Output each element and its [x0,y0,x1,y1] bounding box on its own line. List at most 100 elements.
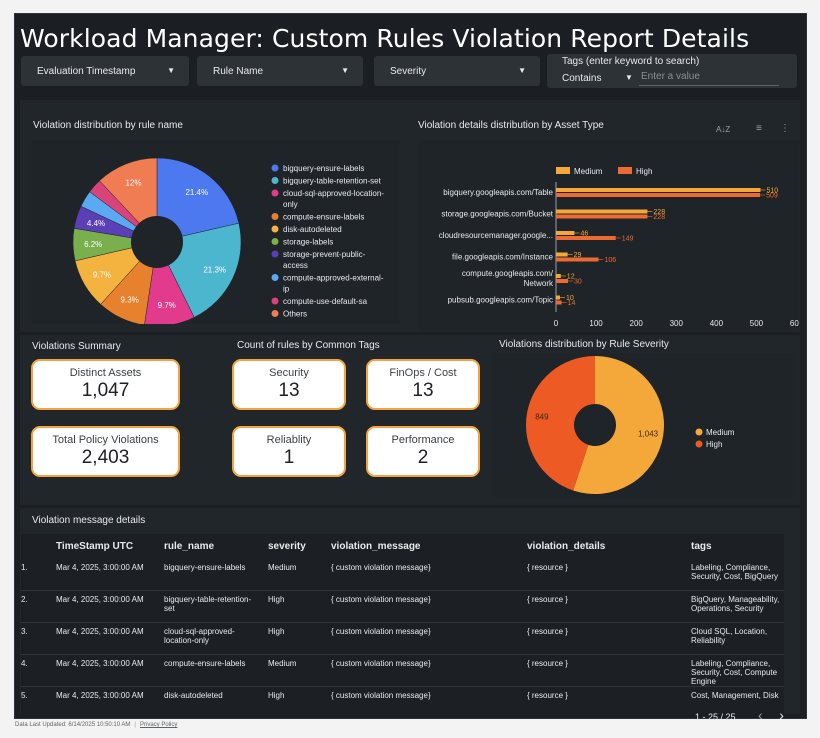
legend-label: compute-use-default-sa [283,297,368,306]
bar-high[interactable] [556,257,599,262]
footer: Data Last Updated: 6/14/2025 10:50:10 AM… [15,722,177,728]
cell-violation-message: { custom violation message} [331,686,527,719]
bar-high[interactable] [556,279,569,283]
legend-swatch [695,428,703,436]
tags-search-input[interactable] [639,68,779,86]
footer-separator: | [134,722,136,728]
col-header-violation-message[interactable]: violation_message [331,541,421,552]
bar-high[interactable] [556,300,562,305]
cell-timestamp: Mar 4, 2025, 3:00:00 AM [56,590,164,623]
cell-tags: Cost, Management, Disk [691,686,784,719]
bar-medium[interactable] [556,295,561,300]
cell-timestamp: Mar 4, 2025, 3:00:00 AM [56,622,164,655]
bar-medium[interactable] [556,231,575,235]
cell-rule-name: bigquery-table-retention-set [164,590,268,623]
cell-timestamp-text: Mar 4, 2025, 3:00:00 AM [56,563,144,572]
cell-violation-details: { resource } [527,622,691,655]
chevron-down-icon[interactable]: ▼ [625,73,633,82]
cell-index-text: 5. [21,691,28,700]
cell-violation-details-text: { resource } [527,627,568,636]
severity-filter[interactable]: Severity ▼ [374,56,540,86]
table-row[interactable]: 5. Mar 4, 2025, 3:00:00 AM disk-autodelete… [21,686,784,719]
pie-slice-label: 21.3% [203,265,226,274]
table-row[interactable]: 3. Mar 4, 2025, 3:00:00 AM cloud-sql-appro… [21,622,784,655]
cell-violation-message: { custom violation message} [331,622,527,655]
filter-label: Severity [390,66,427,77]
legend-label: compute-approved-external- [283,274,384,283]
cell-index-text: 4. [21,659,28,668]
cell-violation-details-text: { resource } [527,691,568,700]
kpi-total-violations: Total Policy Violations 2,403 [31,426,180,477]
legend-swatch [695,440,703,448]
privacy-policy-link[interactable]: Privacy Policy [139,722,178,728]
col-header-violation-details[interactable]: violation_details [527,541,606,552]
bar-high[interactable] [556,214,648,219]
cell-rule-name-text: compute-ensure-labels [164,659,246,668]
col-header-rule-name[interactable]: rule_name [164,541,215,552]
bar-medium[interactable] [556,209,648,214]
cell-severity: High [268,622,331,655]
table-title: Violation message details [32,515,146,526]
sort-icon[interactable]: A↓Z [716,125,731,134]
legend-label: Medium [706,428,735,437]
bar-value-label: 228 [653,209,665,216]
pie-chart-title: Violation distribution by rule name [33,120,183,131]
bar-value-label: 510 [766,188,778,195]
kpi-label: Security [269,367,309,379]
more-options-icon[interactable]: ⋮ [780,123,790,134]
bar-medium[interactable] [556,252,568,257]
cell-severity-text: Medium [268,563,297,572]
x-tick-label: 300 [670,319,684,328]
filter-icon[interactable]: ≡ [756,123,762,134]
tags-operator-select[interactable]: Contains [562,73,602,84]
donut-slice-high[interactable] [525,356,595,491]
cell-timestamp-text: Mar 4, 2025, 3:00:00 AM [56,659,144,668]
next-page-icon[interactable]: › [779,707,784,723]
bar-value-label: 46 [580,231,588,238]
prev-page-icon[interactable]: ‹ [758,707,763,723]
cell-severity: High [268,686,331,719]
table-row[interactable]: 2. Mar 4, 2025, 3:00:00 AM bigquery-table-… [21,590,784,623]
legend-label: ip [283,285,290,294]
bar-high[interactable] [556,193,761,197]
cell-violation-details: { resource } [527,654,691,687]
legend-label: High [706,440,722,449]
col-header-tags[interactable]: tags [691,541,712,552]
legend-swatch-high [618,167,632,174]
col-header-timestamp[interactable]: TimeStamp UTC [56,541,134,552]
report-frame: Workload Manager: Custom Rules Violation… [14,13,807,723]
donut-slice-medium[interactable] [573,356,664,494]
page-range: 1 - 25 / 25 [695,712,736,722]
kpi-value: 1 [283,447,295,468]
pie-slice-label: 9.7% [158,301,176,310]
legend-label: compute-ensure-labels [283,213,364,222]
pie-center-hole [131,216,183,268]
pie-slice-bigquery-ensure-labels[interactable] [156,157,240,243]
kpi-value: 2 [417,447,429,468]
pie-slice-label: 21.4% [185,188,208,197]
col-header-severity[interactable]: severity [268,541,306,552]
bar-value-label: 10 [566,295,574,302]
table-row[interactable]: 1. Mar 4, 2025, 3:00:00 AM bigquery-ensure… [21,559,784,591]
kpi-label: Reliablity [266,434,312,446]
last-updated-text: Data Last Updated: 6/14/2025 10:50:10 AM [15,722,131,728]
legend-label: High [636,167,652,176]
donut-slice-label: 1,043 [638,430,659,439]
bar-high[interactable] [556,236,616,240]
table-row[interactable]: 4. Mar 4, 2025, 3:00:00 AM compute-ensure-… [21,654,784,687]
kpi-value: 2,403 [81,447,130,468]
legend-swatch [271,189,279,197]
legend-label: cloud-sql-approved-location- [283,189,384,198]
bar-medium[interactable] [556,274,561,278]
bar-value-label: 509 [766,193,778,200]
bar-medium[interactable] [556,188,761,192]
cell-index: 5. [21,686,56,719]
legend-swatch [271,310,279,317]
rule-name-filter[interactable]: Rule Name ▼ [197,56,363,86]
cell-violation-message-text: { custom violation message} [331,595,431,604]
evaluation-timestamp-filter[interactable]: Evaluation Timestamp ▼ [21,56,189,86]
x-tick-label: 400 [710,319,724,328]
cell-timestamp: Mar 4, 2025, 3:00:00 AM [56,654,164,687]
table-header-row: TimeStamp UTC rule_name severity violati… [21,534,784,559]
cell-rule-name-text: bigquery-table-retention- [164,595,252,604]
